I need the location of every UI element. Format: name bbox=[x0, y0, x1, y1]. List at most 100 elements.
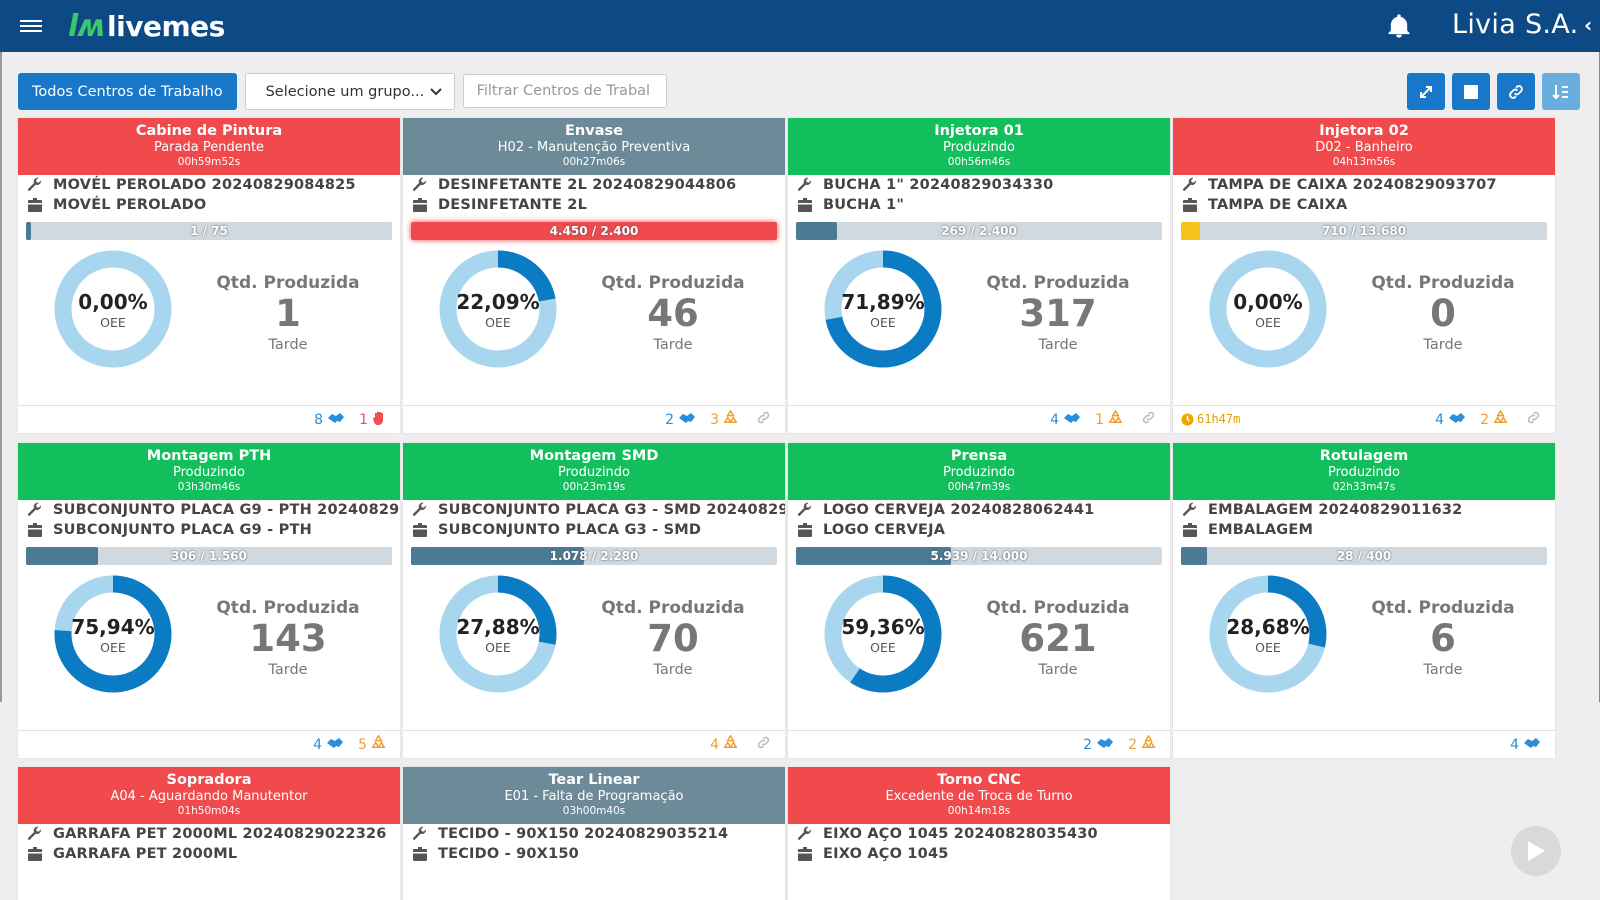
group-select[interactable]: Selecione um grupo... bbox=[244, 73, 455, 110]
order-code: MOVÉL PEROLADO 20240829084825 bbox=[53, 177, 356, 193]
footer-indicator[interactable]: 2 bbox=[665, 411, 696, 429]
oee-label: OEE bbox=[485, 315, 511, 330]
company-name[interactable]: Livia S.A. bbox=[1452, 9, 1579, 40]
workcenter-card[interactable]: Torno CNC Excedente de Troca de Turno 00… bbox=[788, 767, 1170, 900]
footer-indicator[interactable] bbox=[1522, 410, 1541, 429]
workcenter-card[interactable]: Injetora 01 Produzindo 00h56m46s BUCHA 1… bbox=[788, 118, 1170, 433]
sort-button[interactable] bbox=[1542, 73, 1580, 110]
progress-bar: 1.078 / 2.280 bbox=[411, 547, 777, 565]
recycle-icon bbox=[1141, 734, 1156, 754]
footer-indicator[interactable]: 4 bbox=[1510, 736, 1541, 754]
footer-indicator[interactable]: 3 bbox=[710, 409, 738, 429]
card-header[interactable]: Prensa Produzindo 00h47m39s bbox=[788, 443, 1170, 500]
order-code: BUCHA 1" 20240829034330 bbox=[823, 177, 1054, 193]
footer-indicator[interactable]: 1 bbox=[359, 410, 386, 429]
card-header[interactable]: Injetora 02 D02 - Banheiro 04h13m56s bbox=[1173, 118, 1555, 175]
logo[interactable]: lʍ livemes bbox=[68, 9, 225, 44]
oee-track bbox=[54, 250, 172, 368]
handshake-icon bbox=[1523, 736, 1541, 754]
workcenter-card[interactable]: Rotulagem Produzindo 02h33m47s EMBALAGEM… bbox=[1173, 443, 1555, 758]
footer-count: 4 bbox=[313, 736, 323, 753]
card-timer: 00h56m46s bbox=[947, 156, 1011, 168]
product-line: LOGO CERVEJA bbox=[797, 520, 1170, 540]
workcenter-card[interactable]: Envase H02 - Manutenção Preventiva 00h27… bbox=[403, 118, 785, 433]
footer-indicator[interactable]: 2 bbox=[1128, 734, 1156, 754]
expand-button[interactable] bbox=[1407, 73, 1445, 110]
footer-indicator[interactable]: 8 bbox=[314, 411, 345, 429]
progress-label: 5.939 / 14.000 bbox=[930, 549, 1028, 563]
product-line: EIXO AÇO 1045 bbox=[797, 844, 1170, 864]
footer-indicator[interactable]: 4 bbox=[1050, 411, 1081, 429]
oee-panel: 22,09% OEE Qtd. Produzida 46 Tarde bbox=[403, 240, 785, 392]
footer-indicator[interactable]: 5 bbox=[358, 734, 386, 754]
workcenter-card[interactable]: Montagem PTH Produzindo 03h30m46s SUBCON… bbox=[18, 443, 400, 758]
stop-button[interactable] bbox=[1452, 73, 1490, 110]
workcenter-card[interactable]: Prensa Produzindo 00h47m39s LOGO CERVEJA… bbox=[788, 443, 1170, 758]
card-header[interactable]: Montagem SMD Produzindo 00h23m19s bbox=[403, 443, 785, 500]
card-header[interactable]: Envase H02 - Manutenção Preventiva 00h27… bbox=[403, 118, 785, 175]
card-header[interactable]: Cabine de Pintura Parada Pendente 00h59m… bbox=[18, 118, 400, 175]
box-icon bbox=[27, 522, 43, 538]
product-name: BUCHA 1" bbox=[823, 197, 905, 213]
product-name: EIXO AÇO 1045 bbox=[823, 846, 949, 862]
link-button[interactable] bbox=[1497, 73, 1535, 110]
order-line: SUBCONJUNTO PLACA G3 - SMD 20240829... bbox=[412, 500, 785, 520]
footer-indicator[interactable]: 4 bbox=[710, 734, 738, 754]
footer-indicator[interactable]: 4 bbox=[313, 736, 344, 754]
progress-bar: 269 / 2.400 bbox=[796, 222, 1162, 240]
oee-value: 22,09% bbox=[456, 290, 540, 314]
progress-bar: 306 / 1.560 bbox=[26, 547, 392, 565]
footer-indicator[interactable]: 2 bbox=[1480, 409, 1508, 429]
recycle-icon bbox=[723, 409, 738, 429]
progress-bar: 710 / 13.680 bbox=[1181, 222, 1547, 240]
filter-input[interactable]: Filtrar Centros de Trabal bbox=[462, 74, 667, 108]
card-header[interactable]: Injetora 01 Produzindo 00h56m46s bbox=[788, 118, 1170, 175]
qty-title: Qtd. Produzida bbox=[986, 598, 1130, 618]
progress-bar: 5.939 / 14.000 bbox=[796, 547, 1162, 565]
card-header[interactable]: Torno CNC Excedente de Troca de Turno 00… bbox=[788, 767, 1170, 824]
footer-indicator[interactable] bbox=[1137, 410, 1156, 429]
alert-timer-value: 61h47m bbox=[1197, 412, 1241, 426]
footer-count: 2 bbox=[1128, 736, 1137, 753]
qty-value: 143 bbox=[249, 617, 327, 660]
play-button[interactable] bbox=[1511, 826, 1561, 876]
footer-indicator[interactable]: 2 bbox=[1083, 736, 1114, 754]
progress-fill bbox=[411, 222, 777, 240]
wrench-icon bbox=[412, 177, 428, 193]
card-header[interactable]: Sopradora A04 - Aguardando Manutentor 01… bbox=[18, 767, 400, 824]
oee-value: 0,00% bbox=[78, 290, 148, 314]
footer-count: 4 bbox=[1510, 736, 1519, 753]
card-timer: 00h47m39s bbox=[947, 481, 1011, 493]
footer-indicator[interactable]: 1 bbox=[1095, 409, 1123, 429]
footer-indicator[interactable]: 4 bbox=[1435, 411, 1466, 429]
card-header[interactable]: Montagem PTH Produzindo 03h30m46s bbox=[18, 443, 400, 500]
chevron-left-icon[interactable]: ‹ bbox=[1584, 13, 1593, 37]
card-header[interactable]: Tear Linear E01 - Falta de Programação 0… bbox=[403, 767, 785, 824]
order-line: LOGO CERVEJA 20240828062441 bbox=[797, 500, 1170, 520]
footer-indicator[interactable] bbox=[752, 410, 771, 429]
workcenter-card[interactable]: Sopradora A04 - Aguardando Manutentor 01… bbox=[18, 767, 400, 900]
card-footer: 4 bbox=[403, 730, 785, 758]
workcenter-card[interactable]: Injetora 02 D02 - Banheiro 04h13m56s TAM… bbox=[1173, 118, 1555, 433]
oee-arc bbox=[824, 250, 942, 368]
card-status: D02 - Banheiro bbox=[1315, 140, 1413, 155]
footer-indicator[interactable] bbox=[752, 735, 771, 754]
progress-fill bbox=[796, 547, 952, 565]
all-workcenters-button[interactable]: Todos Centros de Trabalho bbox=[18, 73, 237, 110]
workcenter-card[interactable]: Montagem SMD Produzindo 00h23m19s SUBCON… bbox=[403, 443, 785, 758]
menu-icon[interactable] bbox=[20, 17, 42, 35]
recycle-icon bbox=[1108, 409, 1123, 429]
product-line: MOVÉL PEROLADO bbox=[27, 195, 400, 215]
workcenter-card[interactable]: Tear Linear E01 - Falta de Programação 0… bbox=[403, 767, 785, 900]
play-icon bbox=[1528, 841, 1545, 861]
card-header[interactable]: Rotulagem Produzindo 02h33m47s bbox=[1173, 443, 1555, 500]
order-code: GARRAFA PET 2000ML 20240829022326 bbox=[53, 826, 387, 842]
view-tools bbox=[1407, 73, 1580, 110]
card-title: Cabine de Pintura bbox=[135, 123, 283, 139]
bell-icon[interactable] bbox=[1385, 12, 1413, 44]
workcenter-card[interactable]: Cabine de Pintura Parada Pendente 00h59m… bbox=[18, 118, 400, 433]
progress-fill bbox=[796, 222, 837, 240]
oee-donut bbox=[824, 575, 942, 693]
